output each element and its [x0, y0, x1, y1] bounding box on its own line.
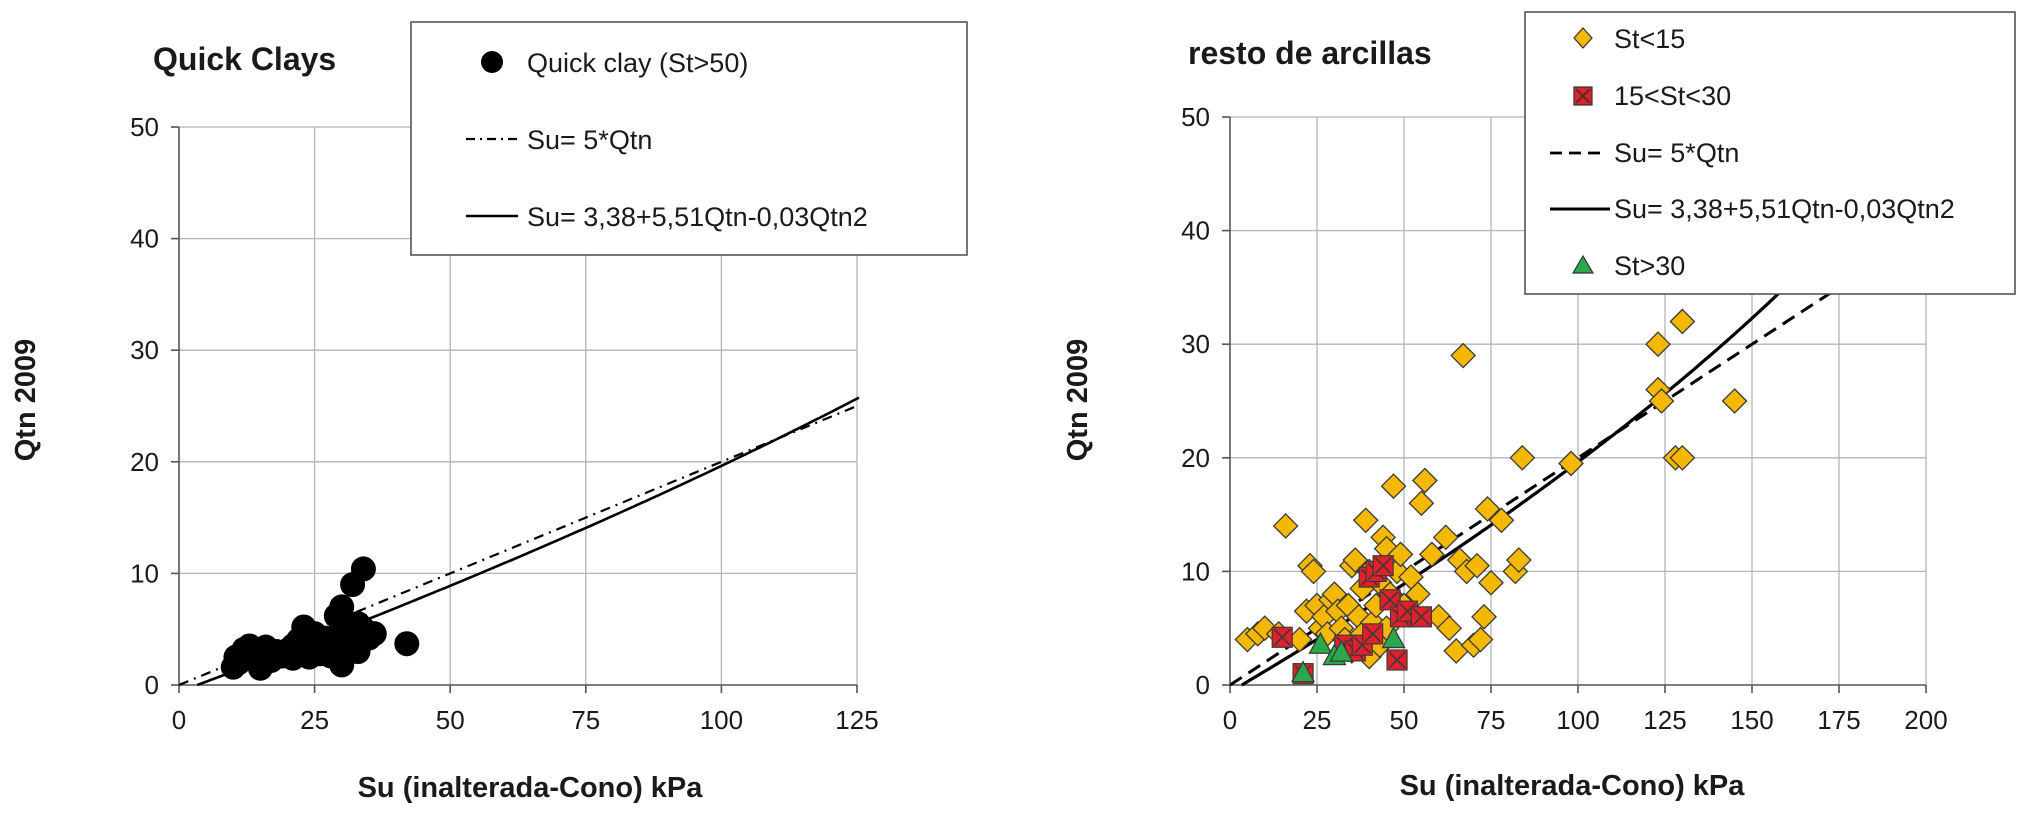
quick-clays-legend-entry-1: Su= 5*Qtn — [527, 125, 652, 155]
legend-x-square-marker — [1573, 86, 1593, 106]
data-point-circle — [361, 621, 387, 647]
data-point-diamond — [1436, 615, 1463, 642]
resto-legend-entry-2: Su= 5*Qtn — [1614, 138, 1739, 168]
resto-legend-entry-4: St>30 — [1614, 251, 1685, 281]
resto-axes — [1222, 116, 1927, 693]
data-point-triangle — [1290, 660, 1316, 683]
data-point-x-square — [1386, 649, 1408, 671]
data-point-circle — [394, 631, 420, 657]
y-tick-label: 10 — [1181, 556, 1210, 586]
data-point-diamond — [1411, 467, 1438, 494]
data-point-diamond — [1467, 626, 1494, 653]
data-point-diamond — [1474, 496, 1501, 522]
resto-legend: St<15 15<St<30 Su= 5*Qtn Su= 3,38+5,51Qt… — [1524, 11, 2016, 295]
x-tick-label: 150 — [1730, 705, 1773, 735]
resto-legend-entry-1: 15<St<30 — [1614, 81, 1731, 111]
resto-de-arcillas-chart: 0 25 50 75 100 125 150 175 200 0 10 20 30 40 50 resto … — [1062, 11, 2016, 802]
y-tick-label: 50 — [1181, 102, 1210, 132]
resto-legend-box — [1524, 11, 2016, 295]
data-point-triangle — [1308, 631, 1333, 654]
y-tick-label: 40 — [130, 224, 159, 254]
quick-clays-chart: 0 25 50 75 100 125 0 10 20 30 40 50 Quick Clays Su … — [10, 21, 968, 804]
data-point-diamond — [1464, 552, 1490, 579]
y-tick-label: 50 — [130, 112, 159, 142]
x-tick-label: 50 — [436, 705, 465, 735]
data-point-diamond — [1505, 547, 1532, 573]
quick-clays-legend-entry-0: Quick clay (St>50) — [527, 48, 748, 78]
quick-clays-tick-labels: 0 25 50 75 100 125 0 10 20 30 40 50 — [130, 112, 879, 735]
x-tick-label: 25 — [1303, 705, 1332, 735]
x-tick-label: 100 — [1556, 705, 1599, 735]
quick-clays-ylabel: Qtn 2009 — [10, 339, 42, 462]
data-point-diamond — [1450, 342, 1477, 369]
data-point-x-square — [1271, 626, 1293, 648]
data-point-diamond — [1418, 541, 1445, 568]
x-tick-label: 75 — [571, 705, 600, 735]
quick-clays-title: Quick Clays — [153, 41, 336, 77]
resto-legend-entry-3: Su= 3,38+5,51Qtn-0,03Qtn2 — [1614, 194, 1955, 224]
data-point-diamond — [1478, 569, 1504, 596]
data-point-diamond — [1387, 541, 1414, 568]
data-point-diamond — [1669, 308, 1696, 335]
data-point-diamond — [1488, 507, 1515, 534]
resto-points — [1234, 308, 1748, 685]
data-point-diamond — [1721, 388, 1748, 414]
data-point-diamond — [1471, 603, 1497, 630]
x-tick-label: 25 — [300, 705, 329, 735]
data-point-diamond — [1669, 444, 1696, 471]
resto-legend-entry-0: St<15 — [1614, 24, 1685, 54]
quick-clays-legend-entry-2: Su= 3,38+5,51Qtn-0,03Qtn2 — [527, 202, 868, 232]
x-tick-label: 100 — [700, 705, 743, 735]
data-point-diamond — [1352, 507, 1379, 534]
data-point-diamond — [1558, 450, 1584, 477]
y-tick-label: 30 — [130, 335, 159, 365]
x-tick-label: 0 — [172, 705, 186, 735]
resto-ylabel: Qtn 2009 — [1062, 339, 1094, 462]
quick-clays-axes — [171, 126, 858, 693]
x-tick-label: 175 — [1817, 705, 1860, 735]
data-point-diamond — [1432, 524, 1459, 551]
x-tick-label: 0 — [1223, 705, 1237, 735]
y-tick-label: 30 — [1181, 329, 1210, 359]
data-point-x-square — [1410, 606, 1433, 628]
y-tick-label: 40 — [1181, 216, 1210, 246]
data-point-diamond — [1509, 444, 1536, 471]
y-tick-label: 0 — [1196, 670, 1210, 700]
data-point-x-square — [1379, 589, 1401, 611]
quick-clays-legend: Quick clay (St>50) Su= 5*Qtn Su= 3,38+5,… — [410, 21, 968, 256]
legend-diamond-marker — [1573, 27, 1593, 49]
x-tick-label: 125 — [1643, 705, 1686, 735]
x-tick-label: 75 — [1477, 705, 1506, 735]
quick-clays-points — [220, 556, 420, 681]
data-point-diamond — [1380, 473, 1407, 500]
data-point-x-square — [1362, 623, 1384, 645]
y-tick-label: 10 — [130, 558, 159, 588]
y-tick-label: 0 — [145, 670, 159, 700]
legend-triangle-marker — [1571, 254, 1595, 274]
data-point-diamond — [1272, 513, 1299, 539]
resto-xlabel: Su (inalterada-Cono) kPa — [1400, 770, 1746, 802]
data-point-triangle — [1329, 639, 1354, 662]
data-point-circle — [329, 594, 355, 620]
data-point-triangle — [1381, 626, 1406, 649]
x-tick-label: 50 — [1390, 705, 1419, 735]
data-point-circle — [350, 556, 376, 582]
y-tick-label: 20 — [1181, 443, 1210, 473]
x-tick-label: 200 — [1904, 705, 1947, 735]
data-point-diamond — [1342, 547, 1369, 573]
quick-clays-xlabel: Su (inalterada-Cono) kPa — [358, 772, 704, 804]
data-point-diamond — [1408, 490, 1435, 517]
resto-tick-labels: 0 25 50 75 100 125 150 175 200 0 10 20 30 40 50 — [1181, 102, 1948, 735]
x-tick-label: 125 — [835, 705, 878, 735]
data-point-x-square — [1372, 555, 1394, 577]
data-point-diamond — [1300, 558, 1327, 585]
resto-title: resto de arcillas — [1188, 35, 1432, 71]
legend-circle-marker — [481, 51, 503, 73]
data-point-diamond — [1645, 331, 1671, 358]
y-tick-label: 20 — [130, 447, 159, 477]
data-point-diamond — [1648, 388, 1675, 414]
